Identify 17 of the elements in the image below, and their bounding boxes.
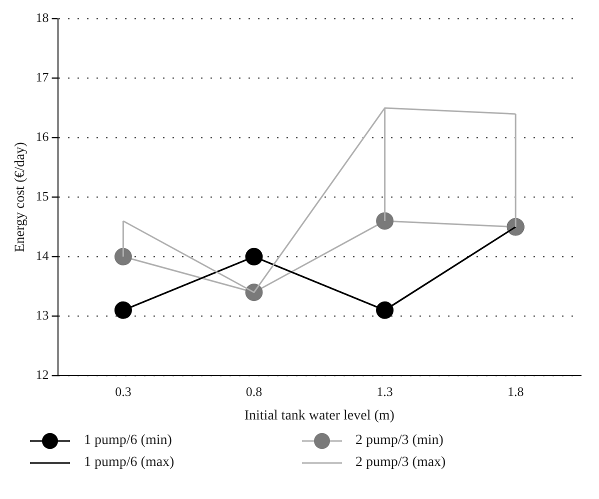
y-axis-title: Energy cost (€/day)	[13, 142, 28, 252]
legend-label: 2 pump/3 (min)	[356, 433, 444, 449]
y-tick-label: 12	[36, 367, 49, 382]
x-tick-label: 1.3	[376, 384, 393, 399]
y-tick-label: 16	[36, 129, 50, 144]
legend-label: 1 pump/6 (min)	[84, 433, 172, 449]
legend-label: 1 pump/6 (max)	[84, 455, 174, 471]
x-tick-label: 0.8	[246, 384, 262, 399]
x-tick-label: 0.3	[115, 384, 132, 399]
legend-label: 2 pump/3 (max)	[356, 455, 446, 471]
y-tick-label: 15	[36, 188, 49, 204]
y-tick-label: 17	[36, 70, 50, 85]
y-tick-label: 14	[36, 248, 50, 264]
x-axis-title: Initial tank water level (m)	[244, 408, 395, 424]
y-tick-label: 13	[36, 308, 49, 323]
y-tick-label: 18	[36, 10, 49, 26]
x-tick-label: 1.8	[507, 384, 524, 399]
